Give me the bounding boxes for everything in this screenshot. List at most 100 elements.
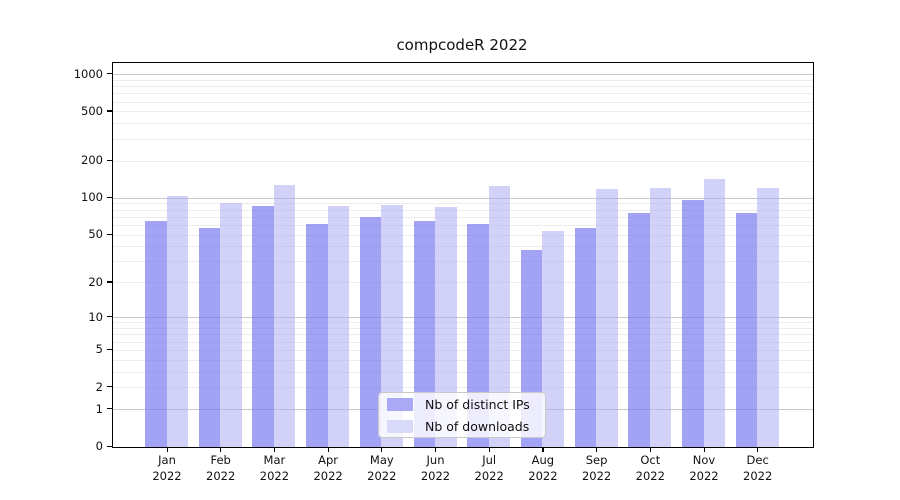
gridline [113, 79, 813, 81]
bar-distinct-ips-may [359, 217, 382, 447]
gridline [113, 334, 813, 336]
gridline [113, 349, 813, 351]
bar-distinct-ips-jul [467, 223, 489, 447]
x-tick-label: Feb 2022 [206, 453, 236, 483]
x-tick-mark [649, 447, 651, 452]
bar-distinct-ips-nov [682, 200, 704, 447]
x-tick-label: Nov 2022 [689, 453, 719, 483]
y-tick-label: 50 [88, 227, 103, 242]
gridline [113, 328, 813, 330]
y-tick-label: 0 [95, 439, 103, 453]
x-tick-mark [596, 447, 598, 452]
gridline [113, 93, 813, 95]
bar-downloads-sep [596, 189, 618, 447]
gridline [113, 160, 813, 162]
bar-downloads-apr [327, 206, 350, 447]
legend-label-distinct-ips: Nb of distinct IPs [425, 396, 530, 412]
bar-distinct-ips-jun [413, 221, 435, 447]
y-tick-mark [107, 445, 112, 447]
bar-downloads-jan [166, 195, 188, 447]
chart-title: compcodeR 2022 [396, 36, 528, 54]
y-tick-mark [107, 408, 112, 410]
gridline [113, 138, 813, 140]
bar-downloads-aug [542, 231, 564, 447]
x-tick-mark [327, 447, 329, 452]
gridline [113, 371, 813, 373]
x-tick-mark [435, 447, 437, 452]
x-tick-label: Mar 2022 [259, 453, 290, 483]
gridline [113, 224, 813, 226]
x-tick-mark [757, 447, 759, 452]
x-tick-mark [273, 447, 276, 452]
x-tick-label: Aug 2022 [528, 453, 558, 483]
bar-distinct-ips-feb [198, 228, 221, 447]
y-tick-mark [107, 73, 112, 75]
x-tick-label: Jul 2022 [474, 453, 504, 483]
gridline [113, 234, 813, 236]
x-tick-label: Jan 2022 [152, 453, 182, 483]
y-tick-label: 10 [88, 309, 103, 324]
bar-distinct-ips-dec [735, 212, 758, 447]
legend-item-distinct-ips: Nb of distinct IPs [387, 395, 545, 413]
x-tick-label: Jun 2022 [420, 453, 451, 483]
y-tick-mark [107, 281, 112, 283]
y-tick-mark [107, 316, 112, 318]
legend-swatch-downloads-icon [387, 419, 413, 433]
y-tick-label: 100 [81, 190, 103, 205]
gridline [113, 209, 813, 211]
y-tick-mark [107, 110, 112, 112]
x-tick-label: Oct 2022 [635, 453, 665, 483]
gridline [113, 203, 813, 205]
x-tick-mark [703, 447, 705, 452]
gridline [113, 101, 813, 103]
x-tick-label: May 2022 [367, 453, 397, 483]
y-tick-label: 1000 [73, 66, 103, 81]
bar-downloads-jun [435, 206, 457, 447]
y-tick-label: 500 [81, 103, 103, 118]
bar-downloads-mar [273, 185, 296, 447]
legend-swatch-distinct-ips-icon [387, 397, 413, 411]
y-tick-mark [107, 348, 112, 351]
gridline [113, 322, 813, 324]
bar-distinct-ips-oct [628, 212, 650, 447]
bar-downloads-nov [703, 179, 725, 447]
y-tick-mark [107, 196, 112, 198]
gridline [113, 341, 813, 343]
bar-downloads-may [381, 204, 403, 447]
y-tick-label: 1 [95, 401, 103, 416]
legend: Nb of distinct IPs Nb of downloads [378, 392, 546, 438]
gridline [113, 86, 813, 88]
gridline [113, 359, 813, 361]
x-tick-label: Apr 2022 [313, 453, 343, 483]
x-tick-mark [488, 447, 490, 452]
x-tick-label: Sep 2022 [581, 453, 612, 483]
gridline [113, 197, 813, 199]
legend-item-downloads: Nb of downloads [387, 417, 545, 435]
gridline [113, 317, 813, 319]
gridline [113, 387, 813, 389]
gridline [113, 216, 813, 218]
bar-distinct-ips-sep [574, 228, 597, 447]
gridline [113, 282, 813, 284]
x-tick-mark [542, 447, 544, 452]
y-tick-mark [107, 233, 112, 235]
plot-area [112, 62, 814, 448]
bar-distinct-ips-jan [145, 221, 167, 447]
y-tick-label: 2 [95, 379, 103, 394]
bar-distinct-ips-apr [306, 223, 328, 447]
gridline [113, 111, 813, 113]
gridline [113, 261, 813, 263]
bar-distinct-ips-mar [252, 206, 274, 447]
gridline [113, 74, 813, 76]
bar-downloads-oct [649, 188, 672, 447]
x-tick-mark [166, 447, 168, 452]
y-tick-label: 20 [88, 274, 103, 289]
gridline [113, 123, 813, 125]
x-tick-mark [220, 447, 222, 452]
bar-downloads-dec [757, 188, 779, 447]
gridline [113, 246, 813, 248]
x-tick-label: Dec 2022 [743, 453, 773, 483]
y-tick-mark [107, 159, 112, 161]
y-tick-label: 200 [81, 153, 103, 168]
